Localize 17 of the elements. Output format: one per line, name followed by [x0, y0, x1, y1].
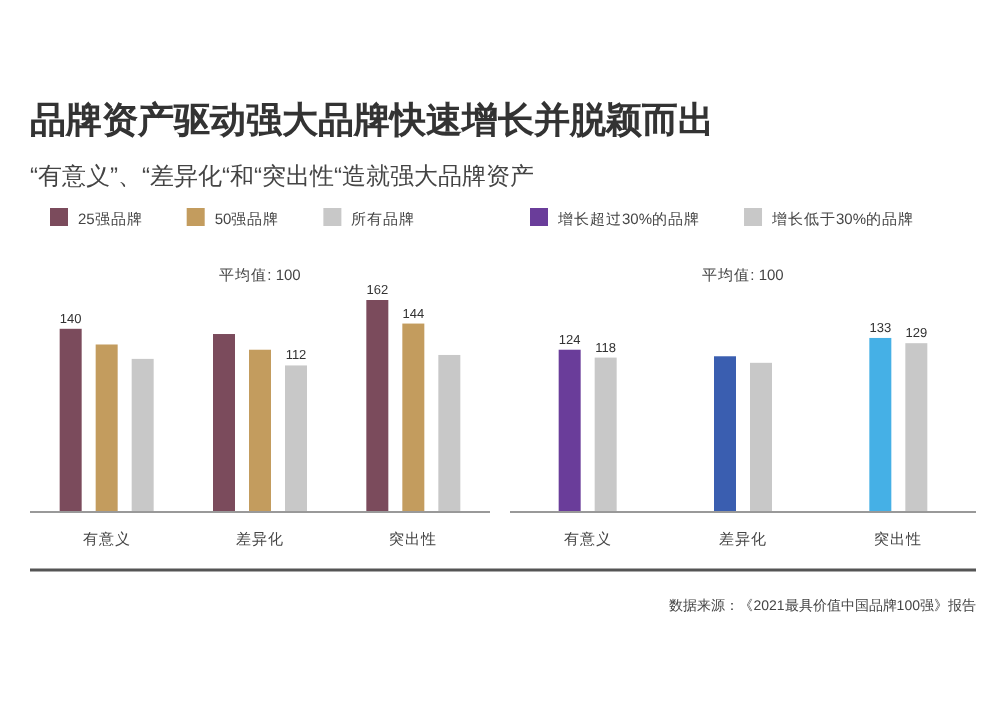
bar	[59, 328, 82, 512]
chart-subtitle: “有意义”、“差异化“和“突出性“造就强大品牌资产	[30, 162, 534, 190]
bar	[366, 300, 389, 512]
bar	[285, 365, 307, 512]
bar	[594, 357, 617, 512]
bar	[869, 337, 892, 512]
bar	[95, 344, 118, 512]
chart-title: 品牌资产驱动强大品牌快速增长并脱颖而出	[30, 100, 714, 140]
bar	[714, 356, 736, 512]
bar	[131, 358, 154, 512]
bar	[213, 334, 235, 512]
bar	[402, 323, 425, 512]
bar	[249, 349, 271, 512]
bar	[438, 354, 461, 512]
bar	[750, 362, 772, 512]
bar	[905, 343, 928, 512]
bar	[558, 349, 581, 512]
